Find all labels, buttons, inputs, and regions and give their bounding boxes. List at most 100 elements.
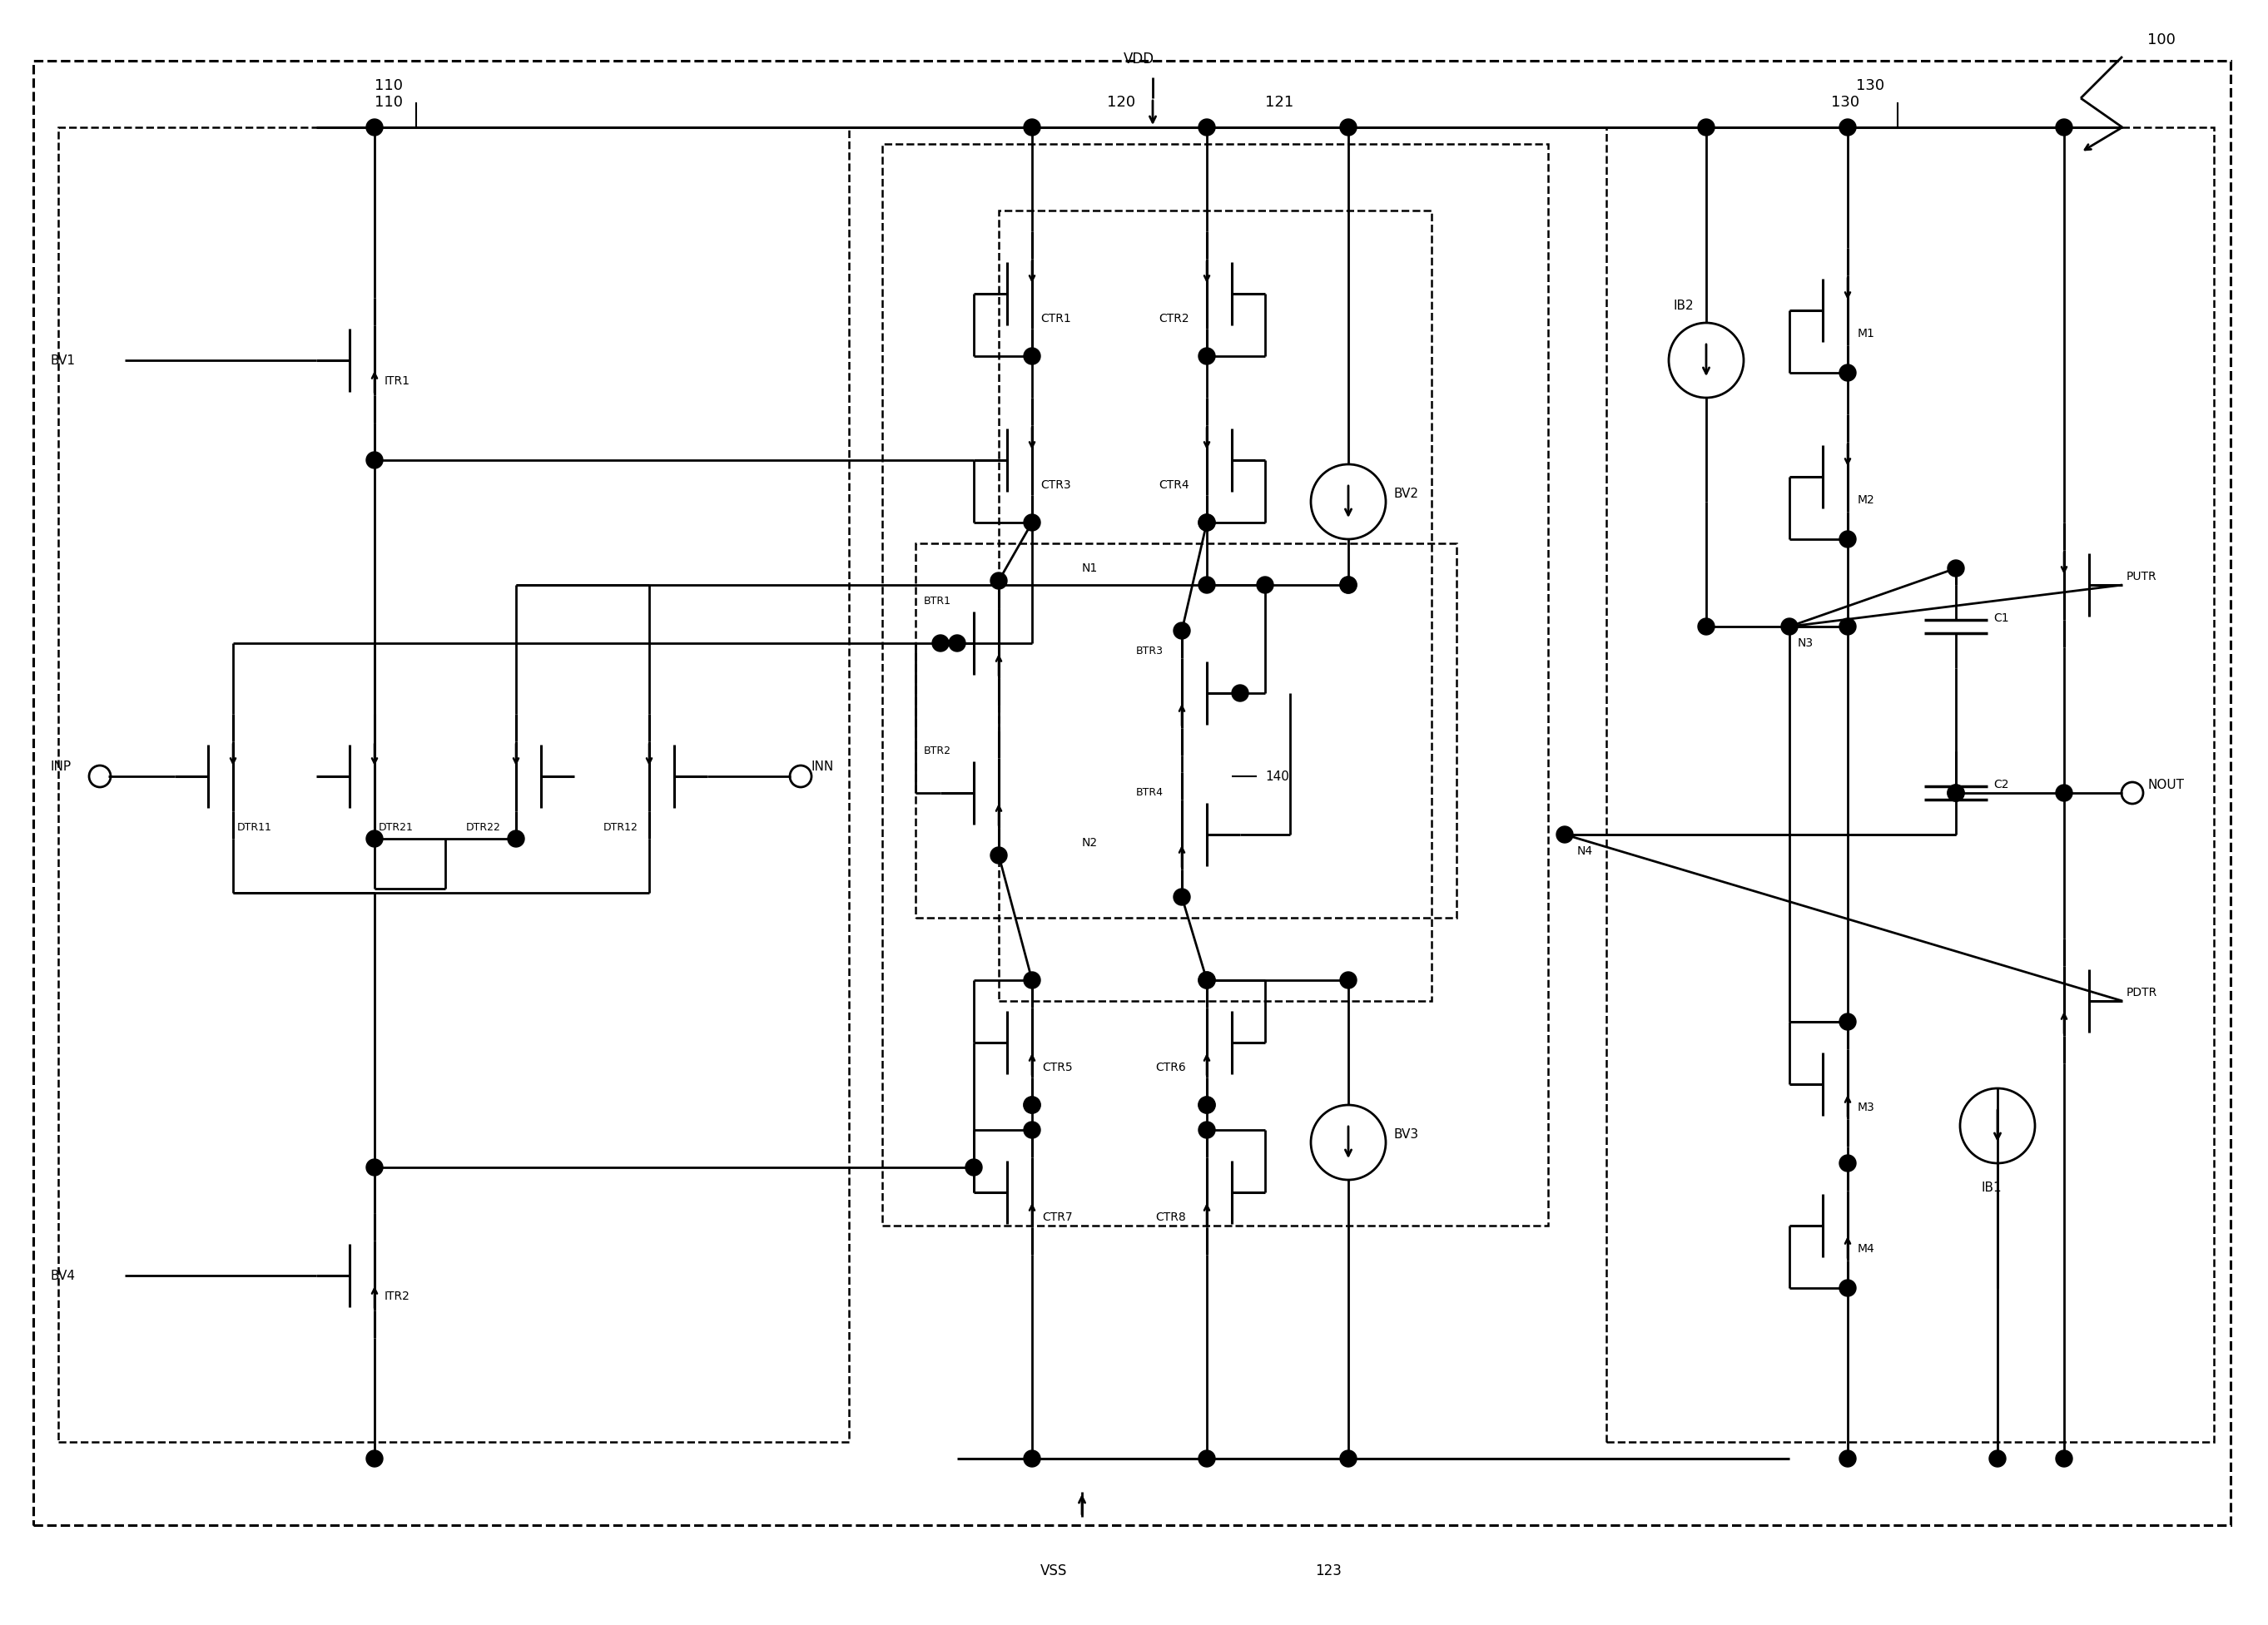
Text: CTR3: CTR3	[1041, 479, 1070, 491]
Circle shape	[1948, 785, 1964, 801]
Circle shape	[1173, 622, 1191, 639]
Circle shape	[1023, 1121, 1041, 1138]
Circle shape	[1198, 577, 1216, 593]
Text: N4: N4	[1576, 845, 1592, 856]
Circle shape	[991, 847, 1007, 863]
Circle shape	[1198, 119, 1216, 135]
Circle shape	[365, 452, 383, 468]
Circle shape	[1198, 348, 1216, 364]
Text: CTR6: CTR6	[1154, 1061, 1186, 1074]
Circle shape	[1198, 514, 1216, 531]
Circle shape	[1839, 531, 1855, 548]
Text: BV4: BV4	[50, 1269, 75, 1282]
Circle shape	[1023, 972, 1041, 988]
Circle shape	[1340, 972, 1356, 988]
Text: DTR12: DTR12	[603, 822, 637, 834]
Circle shape	[1198, 514, 1216, 531]
Circle shape	[1198, 1097, 1216, 1113]
Text: 123: 123	[1315, 1563, 1343, 1578]
Circle shape	[1839, 1450, 1855, 1467]
Text: CTR4: CTR4	[1159, 479, 1188, 491]
Circle shape	[365, 830, 383, 847]
Text: 120: 120	[1107, 94, 1136, 111]
Text: 100: 100	[2148, 33, 2175, 47]
Circle shape	[1198, 1121, 1216, 1138]
Text: 110: 110	[374, 94, 404, 111]
Text: VDD: VDD	[1123, 52, 1154, 67]
Text: BTR1: BTR1	[923, 596, 950, 608]
Circle shape	[1173, 889, 1191, 905]
Circle shape	[1839, 1281, 1855, 1297]
Circle shape	[1198, 1097, 1216, 1113]
Text: BTR4: BTR4	[1136, 788, 1163, 798]
Text: M2: M2	[1857, 494, 1876, 505]
Text: PUTR: PUTR	[2127, 570, 2157, 582]
Circle shape	[1340, 577, 1356, 593]
Text: CTR1: CTR1	[1041, 314, 1070, 325]
Text: BTR2: BTR2	[923, 746, 950, 757]
Circle shape	[1232, 684, 1247, 702]
Text: BV3: BV3	[1395, 1128, 1420, 1141]
Circle shape	[2055, 119, 2073, 135]
Circle shape	[966, 1159, 982, 1176]
Text: CTR7: CTR7	[1041, 1212, 1073, 1224]
Circle shape	[1556, 826, 1574, 843]
Bar	[916, 543, 1456, 918]
Circle shape	[1839, 1155, 1855, 1172]
Text: M4: M4	[1857, 1243, 1876, 1255]
Text: 140: 140	[1266, 770, 1288, 783]
Text: VSS: VSS	[1041, 1563, 1068, 1578]
Text: CTR5: CTR5	[1041, 1061, 1073, 1074]
Text: 130: 130	[1855, 78, 1885, 93]
Circle shape	[1780, 618, 1799, 635]
Text: INN: INN	[812, 761, 835, 772]
Text: PDTR: PDTR	[2127, 986, 2157, 998]
Text: CTR8: CTR8	[1154, 1212, 1186, 1224]
Circle shape	[1989, 1450, 2005, 1467]
Text: M3: M3	[1857, 1102, 1876, 1113]
Bar	[998, 211, 1431, 1001]
Text: N2: N2	[1082, 837, 1098, 848]
Circle shape	[1023, 1097, 1041, 1113]
Circle shape	[1948, 785, 1964, 801]
Circle shape	[1340, 577, 1356, 593]
Circle shape	[1839, 119, 1855, 135]
Circle shape	[1023, 514, 1041, 531]
Circle shape	[1340, 119, 1356, 135]
Text: 130: 130	[1830, 94, 1860, 111]
Circle shape	[2055, 1450, 2073, 1467]
Text: N3: N3	[1799, 637, 1814, 648]
Circle shape	[365, 1450, 383, 1467]
Text: ITR1: ITR1	[386, 375, 411, 387]
Circle shape	[508, 830, 524, 847]
Circle shape	[1340, 1450, 1356, 1467]
Circle shape	[1023, 1097, 1041, 1113]
Circle shape	[1699, 119, 1715, 135]
Text: N1: N1	[1082, 562, 1098, 574]
Circle shape	[1699, 618, 1715, 635]
Text: ITR2: ITR2	[386, 1290, 411, 1302]
Circle shape	[932, 635, 948, 652]
Text: BV1: BV1	[50, 354, 75, 367]
Circle shape	[1256, 577, 1272, 593]
Text: IB2: IB2	[1674, 301, 1694, 312]
Text: IB1: IB1	[1980, 1181, 2000, 1194]
Text: BV2: BV2	[1395, 488, 1420, 499]
Circle shape	[991, 572, 1007, 590]
Circle shape	[1198, 972, 1216, 988]
Bar	[882, 145, 1549, 1225]
Circle shape	[365, 1159, 383, 1176]
Text: 110: 110	[374, 78, 404, 93]
Circle shape	[1023, 1450, 1041, 1467]
Circle shape	[365, 119, 383, 135]
Circle shape	[1948, 561, 1964, 577]
Circle shape	[948, 635, 966, 652]
Text: BTR3: BTR3	[1136, 647, 1163, 657]
Text: C1: C1	[1994, 613, 2009, 624]
Circle shape	[1023, 348, 1041, 364]
Circle shape	[1839, 618, 1855, 635]
Text: DTR21: DTR21	[379, 822, 413, 834]
Circle shape	[1839, 364, 1855, 382]
Bar	[1606, 127, 2214, 1441]
Text: DTR11: DTR11	[238, 822, 272, 834]
